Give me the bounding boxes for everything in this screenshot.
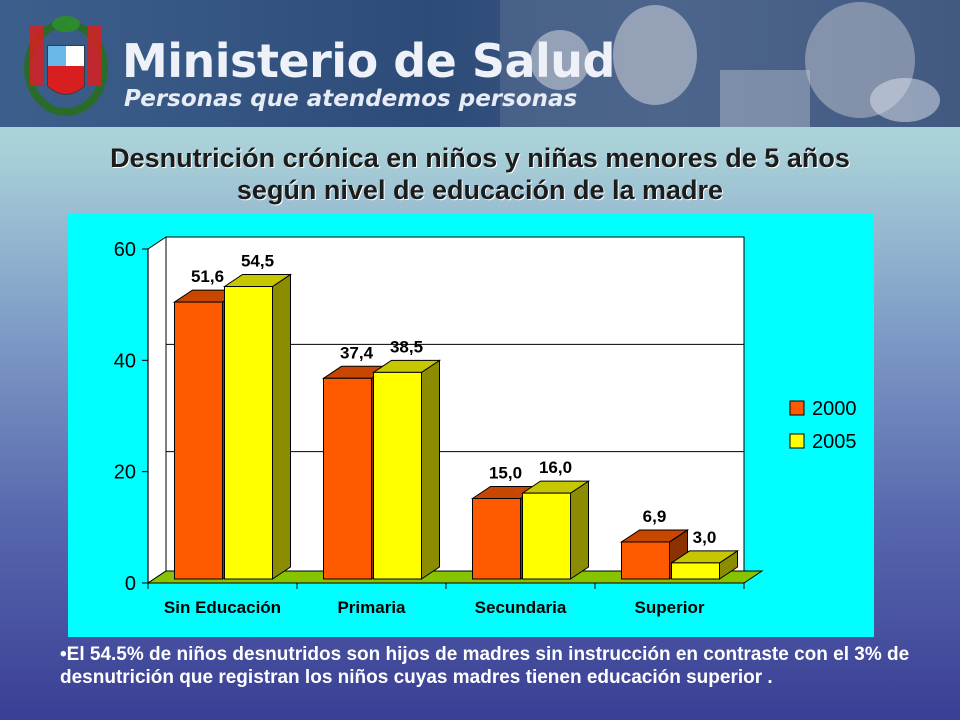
legend-label-2000: 2000	[812, 398, 857, 420]
ministry-name: Ministerio de Salud	[122, 34, 615, 88]
bar-side	[570, 480, 589, 580]
banner-photo	[500, 0, 960, 127]
data-label: 15,0	[489, 464, 522, 483]
chart-floor	[146, 570, 764, 584]
category-label: Sin Educación	[164, 598, 281, 617]
legend-label-2005: 2005	[812, 431, 857, 453]
bar-2000-0	[174, 301, 223, 580]
legend-swatch-2000	[789, 400, 805, 416]
side-wall	[147, 236, 167, 584]
bar-2005-3	[671, 562, 720, 580]
data-label: 37,4	[340, 343, 374, 362]
title-line-1: Desnutrición crónica en niños y niñas me…	[110, 143, 850, 173]
peru-coat-of-arms-icon	[24, 16, 108, 116]
data-label: 54,5	[241, 252, 274, 271]
data-label: 16,0	[539, 458, 572, 477]
y-tick-label: 40	[114, 350, 136, 372]
bar-chart: 0 20 40 60 51,6 54,5 Sin Educación 37,4 38,5 Prim…	[114, 236, 857, 617]
bar-side	[272, 273, 291, 580]
category-label: Superior	[635, 598, 705, 617]
ministry-slogan: Personas que atendemos personas	[124, 86, 578, 112]
bar-2000-2	[472, 498, 521, 580]
data-label: 6,9	[643, 507, 667, 526]
bar-side	[421, 359, 440, 580]
title-line-2: según nivel de educación de la madre	[236, 175, 724, 205]
legend-swatch-2005	[789, 433, 805, 449]
slide-title: Desnutrición crónica en niños y niñas me…	[0, 142, 960, 206]
bar-2005-2	[522, 492, 571, 580]
chart-panel: 0 20 40 60 51,6 54,5 Sin Educación 37,4 38,5 Prim…	[68, 213, 874, 637]
data-label: 38,5	[390, 337, 423, 356]
y-tick-label: 0	[125, 573, 136, 595]
footnote-text: •El 54.5% de niños desnutridos son hijos…	[60, 644, 910, 688]
data-label: 3,0	[693, 528, 717, 547]
bar-2005-0	[224, 286, 273, 580]
category-label: Primaria	[337, 598, 406, 617]
header-banner: Ministerio de Salud Personas que atendem…	[0, 0, 960, 127]
data-label: 51,6	[191, 267, 224, 286]
bar-2005-1	[373, 371, 422, 580]
y-tick-label: 20	[114, 462, 136, 484]
bar-2000-1	[323, 377, 372, 580]
y-tick-label: 60	[114, 239, 136, 261]
category-label: Secundaria	[475, 598, 567, 617]
bar-2000-3	[621, 541, 670, 580]
